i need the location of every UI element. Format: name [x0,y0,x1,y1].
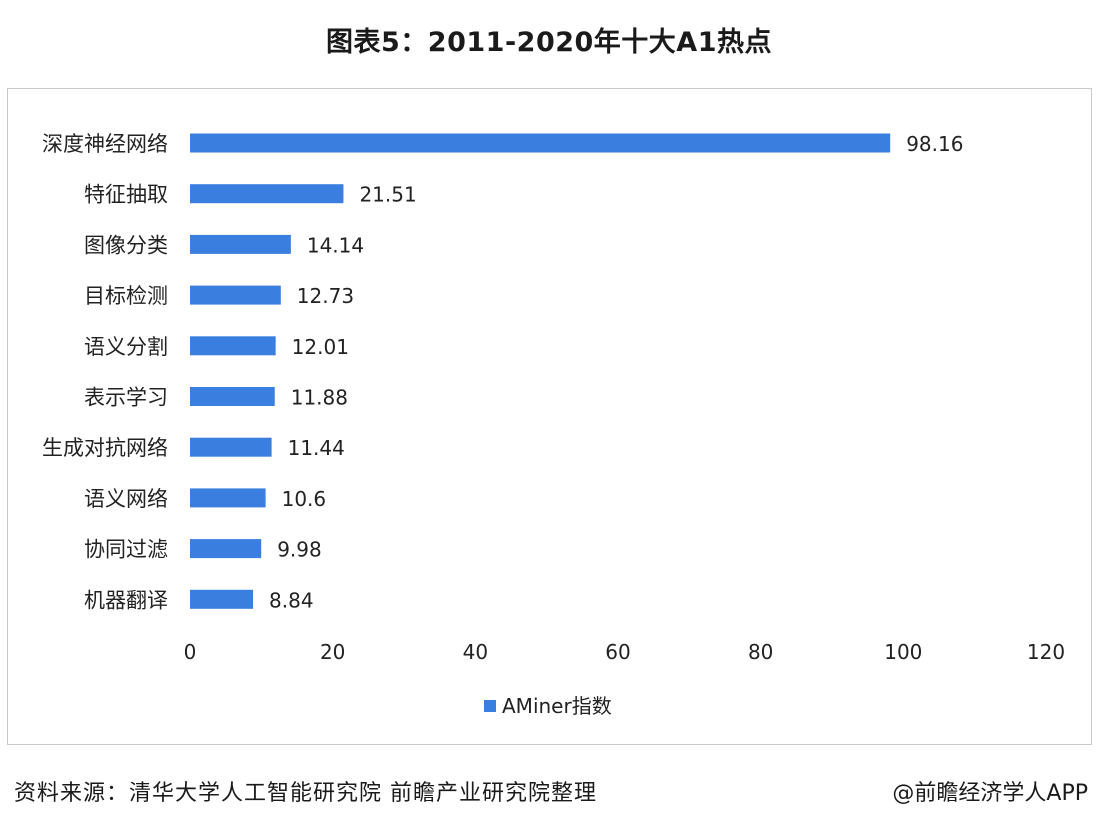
x-tick-label: 20 [320,640,345,664]
data-label: 14.14 [307,233,364,257]
bar [190,184,344,204]
x-tick-label: 120 [1027,640,1065,664]
legend-swatch [484,700,496,712]
x-tick-label: 40 [463,640,488,664]
x-tick-label: 60 [605,640,630,664]
x-tick-label: 80 [748,640,773,664]
category-label: 语义分割 [84,335,168,359]
data-label: 11.44 [288,436,345,460]
data-label: 9.98 [277,538,322,562]
x-tick-label: 100 [884,640,922,664]
data-label: 21.51 [359,183,416,207]
credit-note: @前瞻经济学人APP [892,781,1088,806]
category-label: 协同过滤 [84,538,168,562]
bar [190,589,254,609]
chart-frame [7,88,1092,745]
bar [190,539,262,559]
bar [190,234,291,254]
category-label: 深度神经网络 [42,132,168,156]
legend-label: AMiner指数 [502,694,612,718]
category-label: 表示学习 [84,386,168,410]
data-label: 98.16 [906,132,963,156]
data-label: 11.88 [291,386,348,410]
bar [190,488,266,508]
category-label: 特征抽取 [84,183,168,207]
data-label: 12.73 [297,284,354,308]
bar [190,336,276,356]
bar [190,285,281,305]
category-label: 图像分类 [84,233,168,257]
bar [190,387,275,406]
category-label: 机器翻译 [84,588,168,612]
category-label: 语义网络 [84,487,168,511]
category-label: 生成对抗网络 [42,436,168,460]
bar [190,133,891,153]
category-label: 目标检测 [84,284,168,308]
data-label: 12.01 [292,335,349,359]
data-label: 10.6 [282,487,327,511]
data-label: 8.84 [269,588,314,612]
x-tick-label: 0 [184,640,197,664]
bar [190,437,272,457]
chart-title: 图表5：2011-2020年十大A1热点 [326,27,772,58]
source-note: 资料来源：清华大学人工智能研究院 前瞻产业研究院整理 [14,781,597,806]
